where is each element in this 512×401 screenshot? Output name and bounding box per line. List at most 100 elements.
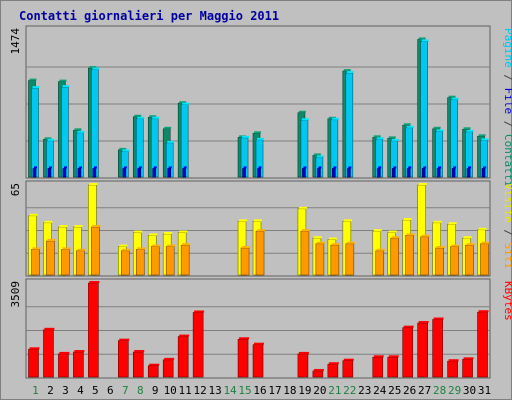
bar-file [242, 168, 246, 178]
bar-file [137, 168, 142, 178]
bar-siti [135, 249, 145, 276]
x-tick-label: 2 [47, 384, 54, 397]
bar-contatti-top [89, 66, 97, 69]
bar-siti [91, 226, 100, 276]
bar-pagine-top [316, 155, 324, 158]
bar-siti-top [391, 236, 400, 239]
bar-file [92, 168, 97, 178]
x-tick-label: 13 [208, 384, 221, 397]
bar-kbytes [462, 359, 473, 378]
x-tick-label: 1 [32, 384, 39, 397]
bar-kbytes-top [134, 350, 145, 353]
panel-middle-max-label: 65 [9, 183, 22, 196]
bar-contatti-top [59, 79, 67, 82]
bar-siti-top [77, 248, 86, 251]
bar-kbytes-top [254, 342, 265, 345]
bar-siti [180, 244, 190, 276]
bar-pagine-top [137, 116, 145, 119]
bar-visite-top [328, 237, 337, 240]
bar-file [436, 168, 441, 178]
bar-contatti-top [44, 137, 52, 140]
bar-pagine-top [152, 116, 160, 119]
bar-siti-top [167, 244, 176, 247]
bar-visite-top [343, 219, 352, 222]
bar-file [451, 168, 456, 178]
x-tick-label: 24 [373, 384, 387, 397]
bar-file-top [318, 166, 322, 169]
bar-visite-top [119, 244, 128, 247]
bar-kbytes [387, 356, 399, 378]
bar-kbytes [417, 322, 428, 378]
panel-bottom-border [25, 278, 491, 379]
bar-pagine-top [346, 71, 354, 74]
bar-visite-top [134, 230, 143, 233]
bar-file-top [123, 166, 127, 169]
bar-file-top [438, 166, 442, 169]
bar-file [466, 168, 471, 178]
bar-siti-top [137, 247, 146, 250]
x-tick-label: 17 [268, 384, 281, 397]
bar-siti-top [257, 229, 266, 232]
bar-kbytes [402, 327, 413, 378]
bar-siti [375, 250, 385, 276]
x-tick-label: 4 [77, 384, 84, 397]
bar-kbytes-top [149, 363, 160, 366]
bar-visite-top [59, 225, 68, 227]
bar-file-top [423, 166, 427, 169]
bar-kbytes-top [164, 357, 175, 360]
legend-entry: Visite [502, 183, 512, 223]
bar-kbytes [132, 351, 144, 378]
bar-visite-top [164, 232, 173, 234]
bar-contatti-top [433, 126, 441, 129]
bar-pagine [345, 72, 354, 178]
bar-contatti-top [478, 134, 486, 137]
bar-pagine-top [47, 138, 55, 141]
bar-siti-top [331, 243, 340, 246]
bar-kbytes-top [298, 351, 309, 354]
bar-file [421, 168, 426, 178]
bar-file-top [78, 166, 82, 169]
bar-file [257, 168, 261, 178]
bar-file-top [348, 166, 352, 169]
bar-siti [420, 236, 429, 276]
bar-pagine-top [242, 135, 250, 138]
bar-contatti-top [463, 127, 471, 130]
bar-kbytes [162, 359, 174, 378]
bar-pagine-top [421, 39, 429, 42]
bar-siti-top [92, 225, 101, 227]
x-tick-label: 11 [179, 384, 192, 397]
panel-top-legend: Pagine / File / Contatti [502, 28, 512, 187]
bar-contatti-top [388, 136, 396, 139]
legend-entry: KBytes [502, 281, 512, 321]
bar-contatti-top [29, 78, 37, 81]
bar-siti [46, 240, 55, 276]
bar-siti-top [466, 243, 475, 246]
bar-siti-top [406, 233, 415, 236]
chart-title: Contatti giornalieri per Maggio 2011 [19, 9, 280, 23]
x-tick-label: 30 [463, 384, 476, 397]
bar-kbytes [327, 363, 339, 378]
bar-file-top [468, 166, 472, 169]
bar-contatti-top [179, 101, 187, 104]
bar-kbytes-top [478, 310, 489, 313]
bar-file-top [303, 166, 307, 169]
bar-kbytes-top [373, 355, 384, 358]
bar-siti [240, 247, 250, 276]
bar-kbytes [252, 344, 264, 378]
bar-visite-top [29, 213, 38, 216]
bar-visite-top [89, 183, 98, 185]
bar-contatti-top [328, 116, 336, 119]
bar-kbytes-top [313, 368, 324, 371]
bar-pagine-top [257, 137, 265, 140]
bar-kbytes-top [89, 281, 100, 283]
x-tick-label: 10 [164, 384, 177, 397]
bar-visite-top [313, 236, 322, 239]
bar-file [122, 168, 127, 178]
bar-kbytes [118, 340, 129, 378]
bar-pagine-top [301, 118, 309, 121]
bar-pagine [180, 104, 189, 178]
bar-kbytes [477, 311, 488, 378]
bar-kbytes-top [119, 338, 130, 341]
legend-entry: / [502, 68, 512, 88]
bar-siti [480, 243, 489, 276]
